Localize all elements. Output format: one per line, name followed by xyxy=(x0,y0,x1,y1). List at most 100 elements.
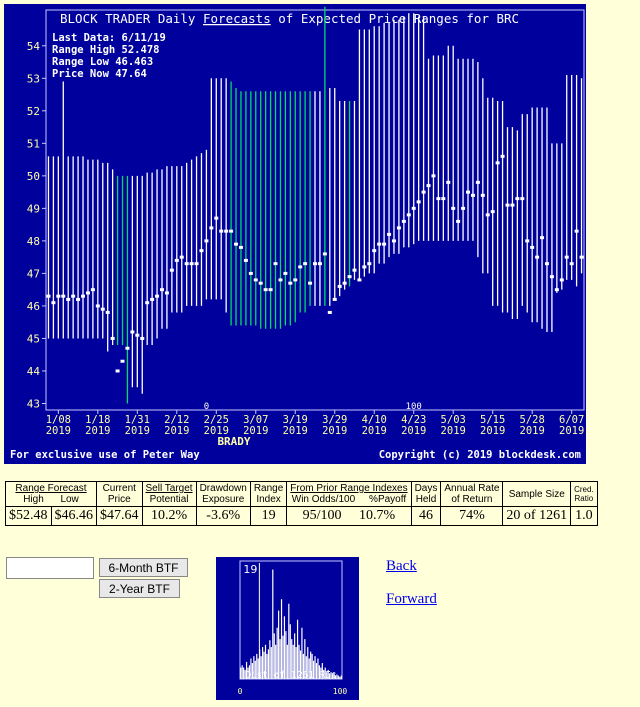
payoff-label: %Payoff xyxy=(369,494,407,505)
price-marker xyxy=(559,278,564,282)
back-link[interactable]: Back xyxy=(386,558,417,574)
price-marker xyxy=(401,219,406,223)
high-label: High xyxy=(23,494,44,505)
info-line: Last Data: 6/11/19 xyxy=(52,32,166,44)
x-tick-date: 3/07 xyxy=(243,414,268,426)
chart-title: BLOCK TRADER Daily Forecasts of Expected… xyxy=(60,11,519,26)
price-marker xyxy=(544,262,549,266)
x-tick-year: 2019 xyxy=(480,425,505,437)
price-marker xyxy=(194,262,199,266)
price-marker xyxy=(317,262,322,266)
drawdown-l2: Exposure xyxy=(202,494,245,505)
six-month-btf-button[interactable]: 6-Month BTF xyxy=(99,558,188,577)
price-marker xyxy=(475,180,480,184)
price-marker xyxy=(283,271,288,275)
price-marker xyxy=(169,268,174,272)
x-tick-date: 1/31 xyxy=(125,414,150,426)
price-marker xyxy=(71,294,76,298)
price-marker xyxy=(470,193,475,197)
two-year-btf-button[interactable]: 2-Year BTF xyxy=(99,579,180,598)
days-held-header: Days Held xyxy=(410,481,442,507)
price-marker xyxy=(466,190,471,194)
price-marker xyxy=(76,297,81,301)
price-marker xyxy=(426,184,431,188)
range-forecast-header: Range Forecast High Low xyxy=(5,481,97,507)
from-prior-link[interactable]: From Prior Range Indexes xyxy=(290,483,408,494)
dist-label: Dist of 1261 RIs xyxy=(245,670,337,681)
price-marker xyxy=(263,288,268,292)
price-marker xyxy=(313,262,317,266)
drawdown-value: -3.6% xyxy=(195,506,251,526)
price-marker xyxy=(327,310,332,314)
price-marker xyxy=(273,262,278,266)
price-marker xyxy=(579,255,584,259)
price-marker xyxy=(421,190,426,194)
x-tick-year: 2019 xyxy=(362,425,387,437)
x-axis-label: BRADY xyxy=(217,435,250,448)
price-marker xyxy=(303,262,308,266)
x-tick-year: 2019 xyxy=(85,425,110,437)
price-marker xyxy=(150,297,155,301)
info-line: Range Low 46.463 xyxy=(52,56,153,68)
footer-left: For exclusive use of Peter Way xyxy=(10,449,200,461)
sell-target-link[interactable]: Sell Target xyxy=(145,483,193,494)
price-marker xyxy=(436,197,441,201)
y-tick-label: 54 xyxy=(27,40,41,53)
price-marker xyxy=(95,304,100,308)
x-tick-date: 4/23 xyxy=(401,414,426,426)
price-marker xyxy=(357,278,362,282)
price-marker xyxy=(189,262,194,266)
dist-frame xyxy=(239,560,343,680)
price-marker xyxy=(81,294,86,298)
price-marker xyxy=(174,258,179,262)
x-tick-date: 2/12 xyxy=(164,414,189,426)
price-marker xyxy=(525,239,530,243)
price-marker xyxy=(105,310,110,314)
y-tick-label: 48 xyxy=(27,235,40,248)
price-marker xyxy=(500,154,505,158)
price-marker xyxy=(209,226,214,230)
price-marker xyxy=(416,200,421,204)
price-marker xyxy=(278,278,283,282)
price-marker xyxy=(184,262,189,266)
price-marker xyxy=(441,197,446,201)
range-forecast-link[interactable]: Range Forecast xyxy=(15,483,87,494)
win-odds-label: Win Odds/100 xyxy=(291,494,356,505)
y-tick-label: 53 xyxy=(27,72,40,85)
price-marker xyxy=(564,255,569,259)
price-marker xyxy=(342,281,347,285)
chart-title-part: BLOCK TRADER Daily xyxy=(60,11,203,26)
price-marker xyxy=(46,294,51,298)
annual-rate-l2: of Return xyxy=(451,494,493,505)
cred-ratio-l2: Ratio xyxy=(574,494,594,503)
price-marker xyxy=(362,265,367,269)
ticker-input[interactable] xyxy=(6,557,94,579)
price-marker xyxy=(461,206,466,210)
info-line: Price Now 47.64 xyxy=(52,68,147,80)
sell-target-l2: Potential xyxy=(149,494,189,505)
range-index-header: Range Index xyxy=(249,481,288,507)
y-tick-label: 45 xyxy=(27,332,40,345)
price-marker xyxy=(337,284,342,288)
price-marker xyxy=(204,239,209,243)
x-tick-date: 2/25 xyxy=(204,414,229,426)
info-line: Range High 52.478 xyxy=(52,44,159,56)
price-marker xyxy=(234,242,239,246)
price-marker xyxy=(159,288,164,292)
y-tick-label: 50 xyxy=(27,170,40,183)
price-marker xyxy=(367,262,372,266)
price-marker xyxy=(382,242,387,246)
x-tick-date: 5/15 xyxy=(480,414,505,426)
forecast-chart: BLOCK TRADER Daily Forecasts of Expected… xyxy=(4,4,586,464)
price-marker xyxy=(145,301,150,305)
x-tick-date: 1/18 xyxy=(85,414,110,426)
price-marker xyxy=(56,294,61,298)
price-marker xyxy=(308,281,313,285)
price-marker xyxy=(288,281,293,285)
stats-header-row: Range Forecast High Low Current Price Sel… xyxy=(5,481,598,507)
dist-marker-label: 19 xyxy=(243,563,257,576)
price-marker xyxy=(90,288,95,292)
price-marker xyxy=(352,268,357,272)
forward-link[interactable]: Forward xyxy=(386,591,437,607)
